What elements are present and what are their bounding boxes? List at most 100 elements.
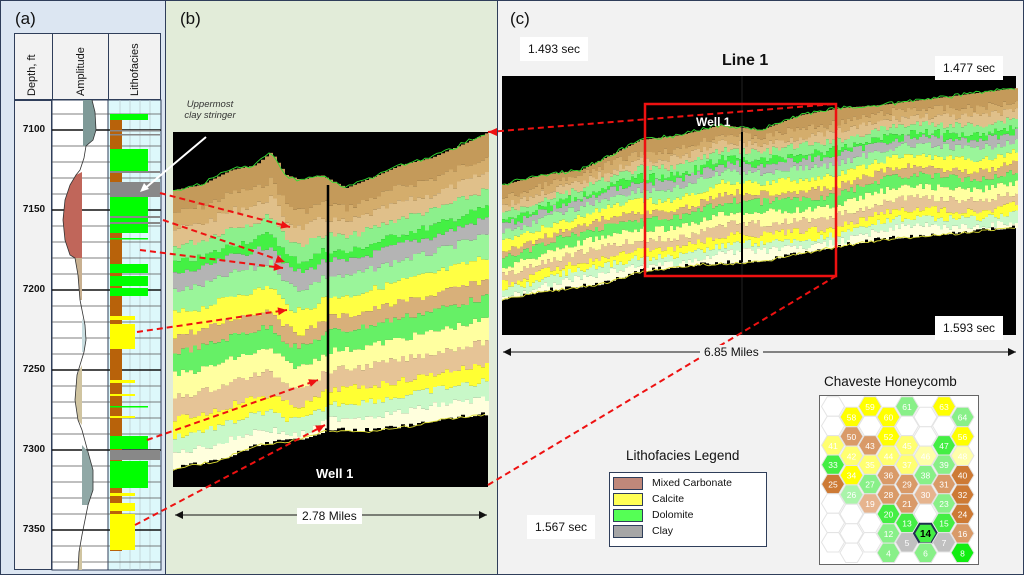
lithofacies-bar <box>110 450 160 460</box>
lithofacies-band <box>173 279 489 355</box>
correlation-arrow <box>159 192 291 228</box>
lithofacies-band <box>502 108 1018 213</box>
arrowhead-icon <box>315 425 325 433</box>
hexagon-label: 32 <box>958 490 968 500</box>
zoom-box <box>643 102 838 278</box>
depth-label: 7350 <box>22 524 46 535</box>
hexagon-label: 41 <box>828 441 838 451</box>
arrowhead-icon <box>273 262 283 271</box>
honeycomb-cell: 61 <box>894 396 920 417</box>
lithofacies-band <box>502 101 1018 207</box>
time-bottom-left: 1.567 sec <box>527 515 596 539</box>
lithofacies-legend: Mixed Carbonate Calcite Dolomite Clay <box>609 472 767 547</box>
honeycomb-cell <box>857 532 883 553</box>
hexagon-label: 30 <box>921 490 931 500</box>
honeycomb-cell: 40 <box>950 465 975 486</box>
lithofacies-bar <box>110 114 148 120</box>
lithofacies-bar <box>110 288 148 296</box>
amplitude-fill <box>83 100 96 146</box>
hexagon-label: 8 <box>960 548 965 558</box>
hexagon-label: 58 <box>847 413 857 423</box>
top-horizon-line <box>172 134 486 192</box>
lithofacies-band <box>173 340 489 422</box>
hexagon <box>876 542 901 563</box>
arrowhead-icon <box>488 128 497 136</box>
time-top-left: 1.493 sec <box>520 37 589 61</box>
hexagon-label: 26 <box>847 490 857 500</box>
panel-a-label: (a) <box>15 9 36 28</box>
legend-swatch <box>613 525 643 538</box>
legend-label: Mixed Carbonate <box>652 477 732 489</box>
amplitude-fill <box>63 172 82 258</box>
amplitude-fill <box>82 445 93 505</box>
lithofacies-band <box>173 294 489 377</box>
panel-b-label: (b) <box>180 9 201 28</box>
hexagon-label: 64 <box>958 413 968 423</box>
hexagon-label: 37 <box>902 460 912 470</box>
lithofacies-bar <box>110 171 160 173</box>
honeycomb-cell: 63 <box>931 396 957 417</box>
lithofacies-bar <box>110 149 148 172</box>
hexagon-label: 19 <box>865 499 875 509</box>
correlation-arrow <box>487 103 836 133</box>
honeycomb-cell: 16 <box>950 523 975 544</box>
hexagon-label: 43 <box>865 441 875 451</box>
hexagon-label: 34 <box>847 471 857 481</box>
lithofacies-band <box>173 133 489 214</box>
legend-swatch <box>613 493 643 506</box>
correlation-arrow <box>134 424 326 526</box>
hexagon <box>931 532 957 553</box>
lithofacies-bar <box>110 222 160 224</box>
correlation-arrow <box>162 219 286 263</box>
panel-c-label: (c) <box>510 9 530 28</box>
lithofacies-band <box>173 396 489 470</box>
annotation-line-2: clay stringer <box>184 110 236 121</box>
hexagon-label: 5 <box>905 538 910 548</box>
hexagon-label: 20 <box>884 510 894 520</box>
hexagon-label: 40 <box>958 471 968 481</box>
lithofacies-band <box>502 139 1018 240</box>
well-label-c: Well 1 <box>696 115 731 129</box>
hexagon-label: 29 <box>902 480 912 490</box>
hexagon-label: 42 <box>847 451 857 461</box>
correlation-arrow <box>139 249 284 269</box>
lithofacies-bar <box>110 197 148 233</box>
honeycomb-cell: 64 <box>950 406 975 428</box>
lithofacies-band <box>502 170 1018 269</box>
hexagon <box>820 532 846 553</box>
hexagon-label: 52 <box>884 432 894 442</box>
arrowhead-icon <box>175 511 183 519</box>
lithofacies-bar <box>110 130 160 132</box>
hexagon-label: 31 <box>939 480 949 490</box>
lithofacies-band <box>173 378 489 453</box>
lithofacies-bar <box>110 324 135 349</box>
legend-label: Calcite <box>652 493 685 505</box>
hexagon-label: 21 <box>902 499 912 509</box>
hexagon-label: 6 <box>923 548 928 558</box>
honeycomb-cell: 56 <box>950 426 975 447</box>
lithofacies-bar <box>110 406 148 408</box>
hexagon-label: 38 <box>921 471 931 481</box>
top-horizon-line <box>501 88 1016 186</box>
lithofacies-bar <box>110 216 160 218</box>
honeycomb-cell: 4 <box>876 542 901 563</box>
honeycomb-cell <box>820 396 846 417</box>
amplitude-fill <box>78 545 82 570</box>
hexagon-label: 4 <box>886 548 891 558</box>
distance-c: 6.85 Miles <box>700 345 763 359</box>
lithofacies-bar <box>110 461 148 488</box>
hexagon-label: 61 <box>902 402 912 412</box>
lithofacies-band <box>502 210 1018 297</box>
hexagon-label: 39 <box>939 460 949 470</box>
legend-swatch <box>613 509 643 522</box>
hexagon-label: 36 <box>884 471 894 481</box>
honeycomb-cell: 6 <box>913 542 938 563</box>
time-bottom-right: 1.593 sec <box>935 316 1004 340</box>
arrowhead-icon <box>479 511 487 519</box>
depth-track <box>14 100 52 570</box>
line-title: Line 1 <box>722 52 769 69</box>
legend-label: Clay <box>652 525 674 537</box>
hexagon-label: 44 <box>884 451 894 461</box>
hexagon <box>820 396 846 417</box>
